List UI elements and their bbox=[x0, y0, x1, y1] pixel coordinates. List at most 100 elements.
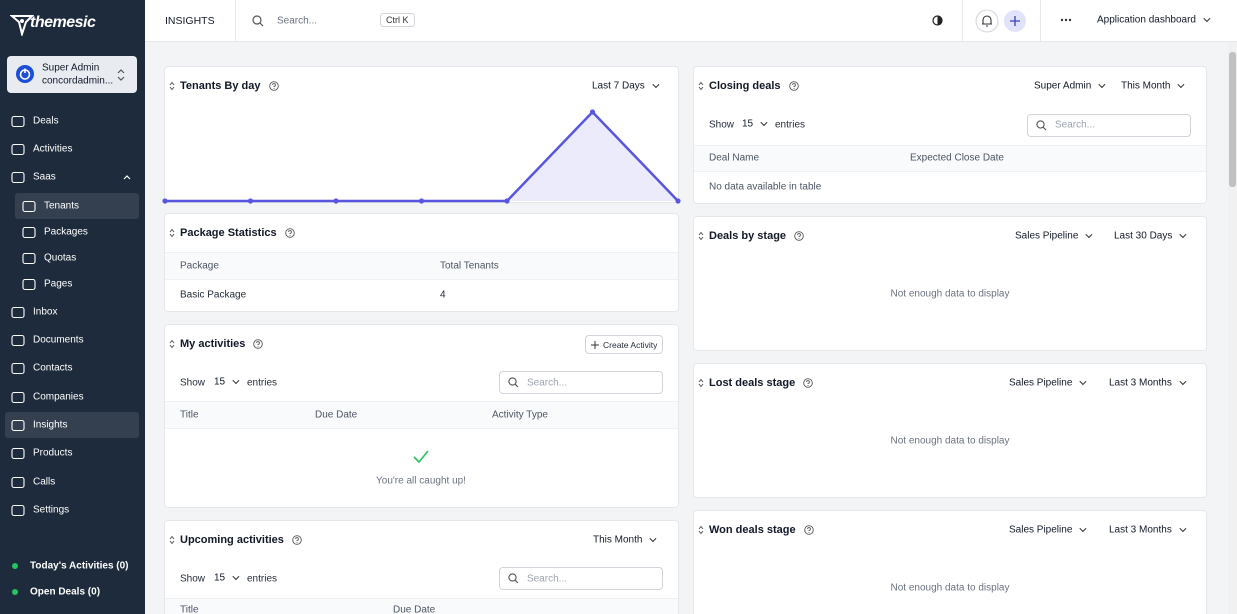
card-title: Lost deals stage bbox=[709, 377, 796, 389]
nav-item[interactable]: Companies bbox=[33, 391, 84, 403]
column-header: Due Date bbox=[393, 604, 436, 614]
help-icon[interactable] bbox=[292, 535, 302, 545]
show-label: Show bbox=[180, 573, 206, 585]
search-placeholder: Search... bbox=[527, 573, 568, 585]
user-avatar bbox=[16, 65, 34, 83]
button-label: Create Activity bbox=[603, 340, 658, 350]
drag-handle[interactable] bbox=[698, 525, 704, 535]
nav-item[interactable]: Tenants bbox=[44, 200, 80, 212]
table-header bbox=[165, 401, 678, 429]
nav-icon bbox=[11, 306, 25, 318]
column-header: Expected Close Date bbox=[910, 152, 1004, 164]
column-header: Title bbox=[180, 409, 199, 421]
period-select[interactable]: Last 3 Months bbox=[1109, 378, 1187, 389]
search-input[interactable]: Search... bbox=[277, 15, 318, 27]
help-icon[interactable] bbox=[804, 525, 814, 535]
footer-link[interactable]: Open Deals (0) bbox=[30, 586, 101, 598]
nav-item[interactable]: Products bbox=[33, 447, 73, 459]
notifications-button[interactable] bbox=[975, 9, 999, 33]
nav-item[interactable]: Calls bbox=[33, 476, 56, 488]
entries-count: 15 bbox=[742, 118, 754, 130]
nav-item[interactable]: Activities bbox=[33, 143, 73, 155]
pipeline-select[interactable]: Sales Pipeline bbox=[1009, 378, 1087, 389]
more-menu[interactable] bbox=[1060, 18, 1072, 22]
period-select[interactable]: Last 3 Months bbox=[1109, 525, 1187, 536]
theme-toggle[interactable] bbox=[932, 15, 943, 26]
table-cell: Basic Package bbox=[180, 289, 247, 301]
footer-link[interactable]: Today's Activities (0) bbox=[30, 560, 129, 572]
topbar bbox=[145, 0, 1237, 42]
user-name: Super Admin bbox=[42, 62, 100, 74]
entries-select[interactable]: 15 bbox=[214, 377, 240, 388]
drag-handle[interactable] bbox=[169, 228, 175, 238]
dashboard-select[interactable]: Application dashboard bbox=[1097, 14, 1211, 26]
chart-point bbox=[418, 198, 425, 204]
drag-handle[interactable] bbox=[698, 378, 704, 388]
nav-icon bbox=[11, 476, 25, 488]
period-label: This Month bbox=[593, 534, 643, 546]
help-icon[interactable] bbox=[285, 228, 295, 238]
nav-item[interactable]: Documents bbox=[33, 334, 84, 346]
check-icon bbox=[413, 450, 429, 464]
create-activity-button[interactable]: Create Activity bbox=[585, 335, 663, 354]
user-switcher[interactable]: Super Admin concordadmin... bbox=[7, 56, 137, 93]
dashboard-label: Application dashboard bbox=[1097, 14, 1196, 26]
user-email: concordadmin... bbox=[42, 75, 114, 87]
drag-handle[interactable] bbox=[169, 535, 175, 545]
search-box[interactable] bbox=[499, 567, 663, 590]
help-icon[interactable] bbox=[794, 231, 804, 241]
collapse-icon[interactable] bbox=[123, 174, 131, 180]
nav-item[interactable]: Contacts bbox=[33, 362, 73, 374]
shortcut-key: Ctrl K bbox=[380, 13, 415, 27]
brand-logo bbox=[10, 15, 34, 36]
drag-handle[interactable] bbox=[698, 231, 704, 241]
entries-count: 15 bbox=[214, 572, 226, 584]
drag-handle[interactable] bbox=[169, 339, 175, 349]
pipeline-select[interactable]: Sales Pipeline bbox=[1009, 525, 1087, 536]
drag-handle[interactable] bbox=[169, 81, 175, 91]
nav-item[interactable]: Deals bbox=[33, 115, 59, 127]
nav-item[interactable]: Inbox bbox=[33, 306, 58, 318]
owner-select[interactable]: Super Admin bbox=[1034, 81, 1106, 92]
show-label: Show bbox=[180, 377, 206, 389]
nav-item[interactable]: Settings bbox=[33, 504, 70, 516]
empty-message: You're all caught up! bbox=[376, 475, 466, 487]
column-header: Title bbox=[180, 604, 199, 614]
create-button[interactable] bbox=[1003, 9, 1027, 33]
help-icon[interactable] bbox=[269, 81, 279, 91]
entries-label: entries bbox=[247, 573, 278, 585]
empty-message: Not enough data to display bbox=[890, 582, 1010, 594]
column-header: Due Date bbox=[315, 409, 358, 421]
period-select[interactable]: This Month bbox=[593, 534, 657, 546]
search-placeholder: Search... bbox=[527, 377, 568, 389]
nav-item[interactable]: Saas bbox=[33, 171, 56, 183]
nav-item[interactable]: Quotas bbox=[44, 252, 77, 264]
pipeline-select[interactable]: Sales Pipeline bbox=[1015, 230, 1093, 242]
period-select[interactable]: Last 7 Days bbox=[592, 81, 660, 92]
card-title: Closing deals bbox=[709, 80, 781, 92]
entries-select[interactable]: 15 bbox=[214, 572, 240, 584]
chart-point bbox=[675, 198, 681, 204]
nav-icon bbox=[11, 171, 25, 183]
entries-select[interactable]: 15 bbox=[742, 118, 768, 130]
help-icon[interactable] bbox=[253, 339, 263, 349]
nav-icon bbox=[11, 391, 25, 403]
nav-item[interactable]: Packages bbox=[44, 226, 88, 238]
card bbox=[693, 216, 1207, 351]
pipeline-label: Sales Pipeline bbox=[1015, 230, 1079, 242]
nav-icon bbox=[22, 200, 36, 212]
help-icon[interactable] bbox=[789, 81, 799, 91]
period-select[interactable]: Last 30 Days bbox=[1114, 230, 1187, 242]
entries-label: entries bbox=[247, 377, 278, 389]
search-box[interactable] bbox=[499, 371, 663, 394]
drag-handle[interactable] bbox=[698, 81, 704, 91]
nav-item[interactable]: Insights bbox=[33, 419, 68, 431]
scroll-thumb[interactable] bbox=[1229, 52, 1236, 187]
period-label: Last 30 Days bbox=[1114, 230, 1173, 242]
card bbox=[693, 510, 1207, 614]
period-select[interactable]: This Month bbox=[1121, 81, 1185, 92]
nav-item[interactable]: Pages bbox=[44, 278, 73, 290]
help-icon[interactable] bbox=[803, 378, 813, 388]
search-box[interactable] bbox=[1027, 114, 1191, 137]
